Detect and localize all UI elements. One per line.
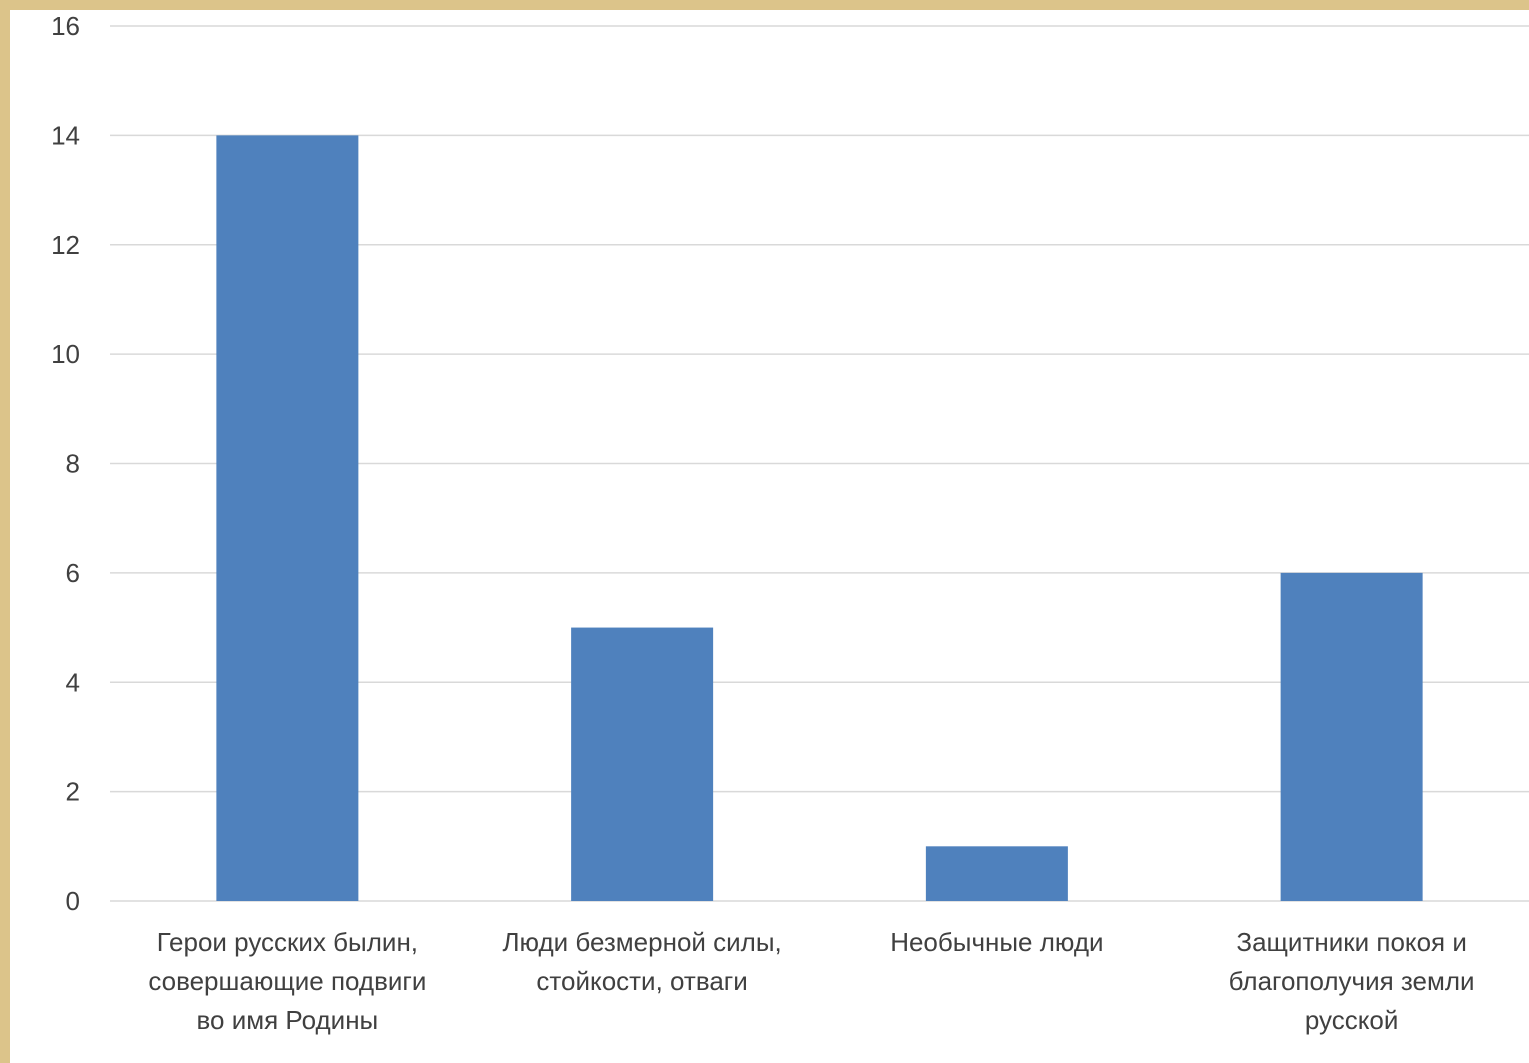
- y-tick-label: 4: [66, 667, 80, 697]
- category-label-4: Защитники покоя и благополучия земли русск…: [1229, 927, 1475, 1035]
- bar-2: [571, 627, 714, 901]
- y-tick-label: 10: [51, 339, 80, 369]
- x-axis-category-labels: Герои русских былин, совершающие подвиги в…: [148, 927, 1474, 1035]
- y-tick-label: 6: [66, 558, 80, 588]
- category-label-line: во имя Родины: [197, 1005, 379, 1035]
- y-tick-label: 16: [51, 11, 80, 41]
- category-label-3: Необычные люди: [890, 927, 1103, 957]
- category-label-line: русской: [1305, 1005, 1399, 1035]
- bar-3: [925, 846, 1068, 901]
- category-label-line: Необычные люди: [890, 927, 1103, 957]
- bar-chart: 0 2 4 6 8 10 12 14 16 Герои русских былин, соверш…: [51, 11, 1529, 1035]
- y-tick-label: 8: [66, 449, 80, 479]
- category-label-line: совершающие подвиги: [148, 966, 426, 996]
- bar-1: [216, 135, 359, 901]
- category-label-line: Защитники покоя и: [1236, 927, 1466, 957]
- y-tick-label: 2: [66, 777, 80, 807]
- category-label-2: Люди безмерной силы, стойкости, отваги: [502, 927, 781, 996]
- chart-area: 0 2 4 6 8 10 12 14 16 Герои русских былин, соверш…: [10, 10, 1529, 1063]
- bar-4: [1280, 572, 1423, 901]
- bars: [216, 135, 1423, 901]
- y-axis-tick-labels: 0 2 4 6 8 10 12 14 16: [51, 11, 80, 916]
- y-tick-label: 0: [66, 886, 80, 916]
- category-label-line: стойкости, отваги: [536, 966, 747, 996]
- y-tick-label: 14: [51, 120, 80, 150]
- category-label-line: Герои русских былин,: [157, 927, 418, 957]
- category-label-line: благополучия земли: [1229, 966, 1475, 996]
- category-label-line: Люди безмерной силы,: [502, 927, 781, 957]
- category-label-1: Герои русских былин, совершающие подвиги в…: [148, 927, 426, 1035]
- y-tick-label: 12: [51, 230, 80, 260]
